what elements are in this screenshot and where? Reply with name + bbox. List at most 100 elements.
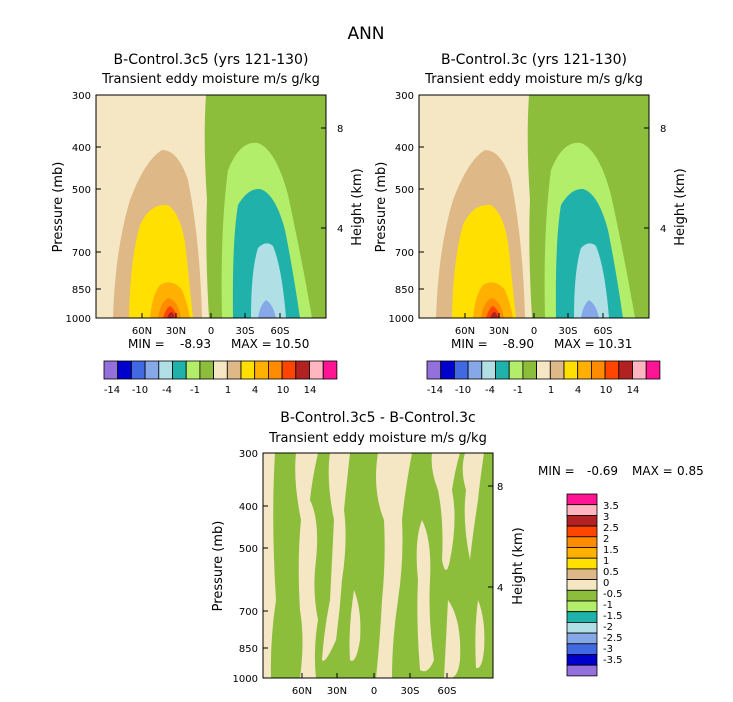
panel-3-xtick: 60S (437, 686, 456, 697)
panel-2-yaxis: 300 400 500 700 850 1000 (389, 91, 414, 325)
panel-1-subtitle: Transient eddy moisture m/s g/kg (101, 72, 320, 87)
panel-1-yaxis-right: 8 4 (337, 124, 343, 235)
colorbar-swatch (550, 361, 564, 379)
panel-2-yaxis-right: 8 4 (660, 124, 666, 235)
panel-2-xtick: 30N (489, 326, 509, 337)
colorbar-swatch (567, 580, 597, 591)
colorbar-swatch (454, 361, 468, 379)
colorbar-swatch (567, 548, 597, 559)
panel-1-ytick: 500 (72, 185, 91, 196)
panel-3-cbar-tick: -3.5 (603, 655, 623, 666)
panel-1-cbar-tick: 10 (277, 385, 290, 396)
panel-2-xaxis: 60N 30N 0 30S 60S (455, 326, 613, 337)
panel-1: B-Control.3c5 (yrs 121-130) Transient ed… (51, 52, 365, 396)
panel-2-ytick: 400 (395, 143, 414, 154)
panel-2-min-value: -8.90 (503, 337, 534, 351)
panel-1-ylabel: Pressure (mb) (51, 162, 66, 253)
colorbar-swatch (567, 537, 597, 548)
colorbar-swatch (567, 655, 597, 666)
panel-2-cbar-tick: -4 (485, 385, 495, 396)
panel-2-cbar-tick: -10 (455, 385, 471, 396)
colorbar-swatch (310, 361, 324, 379)
panel-1-max-label: MAX = (231, 337, 272, 351)
colorbar-swatch (200, 361, 214, 379)
panel-2-contour-field (419, 95, 649, 318)
colorbar-swatch (509, 361, 523, 379)
panel-1-ytick: 300 (72, 91, 91, 102)
panel-3-xtick: 30N (327, 686, 347, 697)
colorbar-swatch (567, 590, 597, 601)
panel-2-xtick: 0 (531, 326, 537, 337)
colorbar-swatch (227, 361, 241, 379)
panel-3-ylabel-right: Height (km) (511, 527, 526, 604)
colorbar-swatch (619, 361, 633, 379)
panel-1-contour-field (96, 95, 326, 318)
panel-3-max-value: 0.85 (677, 464, 704, 478)
panel-3-min-value: -0.69 (587, 464, 618, 478)
panel-2-colorbar (427, 361, 660, 379)
panel-2-cbar-tick: -14 (427, 385, 443, 396)
panel-3-xaxis: 60N 30N 0 30S 60S (292, 686, 457, 697)
colorbar-swatch (323, 361, 337, 379)
colorbar-swatch (268, 361, 282, 379)
panel-1-xtick: 0 (208, 326, 214, 337)
colorbar-swatch (482, 361, 496, 379)
panel-3-cbar-tick: 2.5 (603, 523, 619, 534)
panel-2-cbar-tick: 10 (600, 385, 613, 396)
colorbar-swatch (441, 361, 455, 379)
panel-3-ytick-right: 4 (497, 583, 503, 594)
panel-1-cbar-tick: 4 (252, 385, 258, 396)
panel-3-subtitle: Transient eddy moisture m/s g/kg (268, 431, 487, 446)
colorbar-swatch (159, 361, 173, 379)
panel-1-cbar-tick: -4 (162, 385, 172, 396)
panel-1-xaxis: 60N 30N 0 30S 60S (132, 326, 290, 337)
panel-1-xtick: 30N (166, 326, 186, 337)
colorbar-swatch (567, 665, 597, 676)
panel-3-cbar-tick: -0.5 (603, 589, 623, 600)
panel-1-colorbar-ticks: -14 -10 -4 -1 1 4 10 14 (104, 385, 317, 396)
panel-2-ytick: 850 (395, 285, 414, 296)
panel-3: B-Control.3c5 - B-Control.3c Transient e… (211, 410, 704, 697)
colorbar-swatch (567, 601, 597, 612)
panel-1-max-value: 10.50 (275, 337, 309, 351)
panel-3-ytick: 850 (239, 644, 258, 655)
panel-2-xtick: 60S (593, 326, 612, 337)
panel-1-ytick: 850 (72, 285, 91, 296)
panel-3-ytick: 500 (239, 544, 258, 555)
panel-3-cbar-tick: -2.5 (603, 633, 623, 644)
panel-3-cbar-tick: -1 (603, 600, 613, 611)
panel-3-xtick: 30S (400, 686, 419, 697)
panel-3-cbar-tick: -2 (603, 622, 613, 633)
panel-1-cbar-tick: 14 (304, 385, 317, 396)
panel-2-cbar-tick: 14 (627, 385, 640, 396)
panel-3-ytick: 1000 (233, 674, 258, 685)
colorbar-swatch (578, 361, 592, 379)
panel-3-cbar-tick: 0.5 (603, 567, 619, 578)
panel-2-ytick-right: 8 (660, 124, 666, 135)
panel-3-max-label: MAX = (632, 464, 673, 478)
panel-2-ytick: 500 (395, 185, 414, 196)
panel-3-min-label: MIN = (538, 464, 575, 478)
colorbar-swatch (145, 361, 159, 379)
panel-3-cbar-tick: 3.5 (603, 501, 619, 512)
colorbar-swatch (131, 361, 145, 379)
colorbar-swatch (646, 361, 660, 379)
colorbar-swatch (567, 505, 597, 516)
panel-3-cbar-tick: -3 (603, 644, 613, 655)
panel-2-max-label: MAX = (554, 337, 595, 351)
panel-1-colorbar (104, 361, 337, 379)
panel-2-cbar-tick: 1 (548, 385, 554, 396)
colorbar-swatch (173, 361, 187, 379)
colorbar-swatch (567, 515, 597, 526)
panel-2-ytick: 300 (395, 91, 414, 102)
panel-1-min-value: -8.93 (180, 337, 211, 351)
panel-1-min-label: MIN = (128, 337, 165, 351)
panel-1-ytick-right: 4 (337, 224, 343, 235)
panel-2-ytick-right: 4 (660, 224, 666, 235)
colorbar-swatch (633, 361, 647, 379)
colorbar-swatch (241, 361, 255, 379)
colorbar-swatch (186, 361, 200, 379)
colorbar-swatch (468, 361, 482, 379)
panel-3-colorbar (567, 494, 597, 676)
panel-1-cbar-tick: -10 (132, 385, 148, 396)
